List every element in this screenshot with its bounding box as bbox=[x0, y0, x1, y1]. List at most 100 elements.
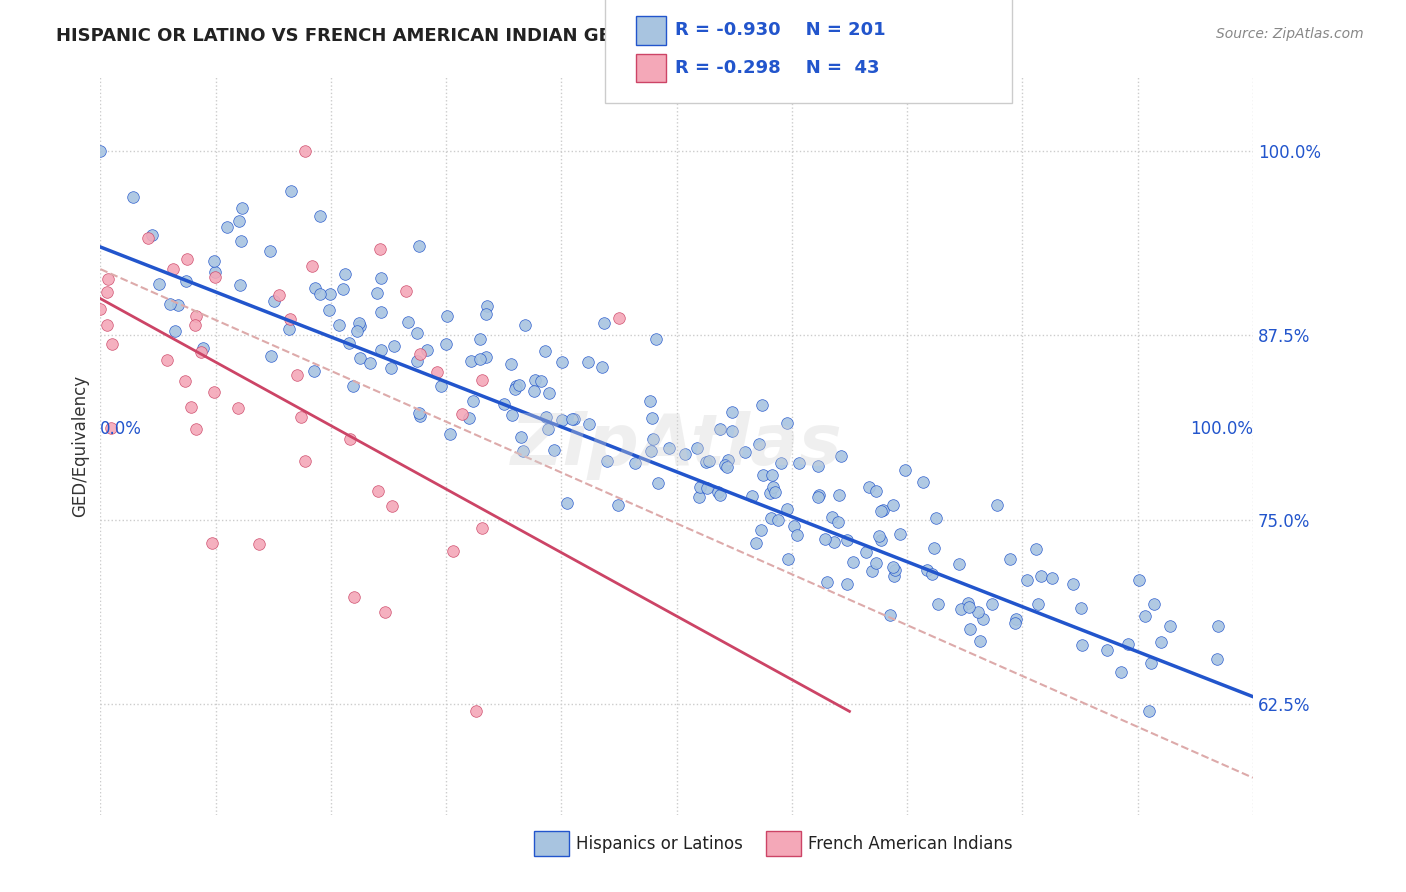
Point bbox=[398, 314, 420, 328]
Point bbox=[921, 566, 943, 581]
Point bbox=[1017, 574, 1039, 588]
Point bbox=[269, 287, 291, 301]
Point bbox=[370, 270, 392, 285]
Point bbox=[860, 565, 883, 579]
Point bbox=[368, 242, 391, 256]
Point bbox=[807, 488, 830, 502]
Point bbox=[766, 512, 789, 526]
Point bbox=[451, 408, 474, 422]
Point bbox=[721, 405, 744, 419]
Point bbox=[686, 441, 709, 455]
Point bbox=[959, 622, 981, 636]
Point bbox=[720, 424, 742, 438]
Point bbox=[883, 568, 905, 582]
Point bbox=[837, 533, 859, 548]
Point bbox=[776, 501, 799, 516]
Point bbox=[696, 481, 718, 495]
Point bbox=[155, 352, 177, 367]
Point bbox=[1116, 637, 1139, 651]
Point bbox=[409, 409, 432, 423]
Point bbox=[868, 529, 890, 543]
Point bbox=[247, 537, 270, 551]
Point bbox=[763, 485, 786, 500]
Point bbox=[202, 254, 225, 268]
Point bbox=[1062, 577, 1084, 591]
Point bbox=[465, 704, 488, 718]
Point bbox=[607, 311, 630, 326]
Point bbox=[100, 421, 122, 435]
Point bbox=[695, 454, 717, 468]
Text: Source: ZipAtlas.com: Source: ZipAtlas.com bbox=[1216, 27, 1364, 41]
Point bbox=[689, 480, 711, 494]
Text: 0.0%: 0.0% bbox=[100, 420, 142, 438]
Point bbox=[1128, 573, 1150, 587]
Point bbox=[505, 379, 527, 393]
Point bbox=[173, 375, 195, 389]
Point bbox=[647, 476, 669, 491]
Y-axis label: GED/Equivalency: GED/Equivalency bbox=[72, 375, 89, 517]
Point bbox=[865, 484, 887, 499]
Point bbox=[408, 239, 430, 253]
Point bbox=[922, 541, 945, 555]
Point bbox=[578, 417, 600, 432]
Point bbox=[441, 544, 464, 558]
Text: Hispanics or Latinos: Hispanics or Latinos bbox=[576, 835, 744, 853]
Point bbox=[969, 634, 991, 648]
Point bbox=[551, 412, 574, 426]
Point bbox=[477, 300, 499, 314]
Point bbox=[980, 597, 1002, 611]
Point bbox=[841, 555, 863, 569]
Point bbox=[101, 336, 124, 351]
Point bbox=[174, 274, 197, 288]
Point bbox=[709, 488, 731, 502]
Point bbox=[374, 605, 396, 619]
Point bbox=[950, 602, 973, 616]
Point bbox=[405, 326, 427, 340]
Point bbox=[596, 453, 619, 467]
Point bbox=[925, 511, 948, 525]
Point bbox=[759, 510, 782, 524]
Point bbox=[972, 612, 994, 626]
Point bbox=[640, 394, 662, 409]
Point bbox=[870, 504, 893, 518]
Point bbox=[591, 359, 613, 374]
Point bbox=[380, 361, 402, 376]
Point bbox=[290, 409, 312, 424]
Point bbox=[882, 560, 904, 574]
Point bbox=[530, 374, 553, 388]
Point bbox=[366, 285, 388, 300]
Point bbox=[342, 379, 364, 393]
Point bbox=[778, 552, 800, 566]
Point bbox=[752, 467, 775, 482]
Point bbox=[534, 410, 557, 425]
Point bbox=[382, 339, 405, 353]
Point bbox=[468, 351, 491, 366]
Point bbox=[166, 298, 188, 312]
Point bbox=[697, 454, 720, 468]
Point bbox=[1025, 541, 1047, 556]
Point bbox=[492, 397, 515, 411]
Point bbox=[534, 343, 557, 358]
Point bbox=[551, 355, 574, 369]
Point bbox=[1133, 609, 1156, 624]
Point bbox=[263, 294, 285, 309]
Point bbox=[97, 272, 120, 286]
Point bbox=[673, 447, 696, 461]
Point bbox=[751, 397, 773, 411]
Point bbox=[121, 190, 143, 204]
Point bbox=[408, 405, 430, 419]
Point bbox=[641, 411, 664, 425]
Point bbox=[278, 311, 301, 326]
Point bbox=[184, 309, 207, 323]
Point bbox=[228, 214, 250, 228]
Point bbox=[335, 267, 357, 281]
Point bbox=[89, 144, 111, 158]
Point bbox=[593, 316, 616, 330]
Point bbox=[827, 516, 849, 530]
Point bbox=[318, 303, 340, 318]
Point bbox=[865, 557, 887, 571]
Point bbox=[734, 445, 756, 459]
Point bbox=[471, 521, 494, 535]
Point bbox=[89, 302, 111, 317]
Point bbox=[162, 261, 184, 276]
